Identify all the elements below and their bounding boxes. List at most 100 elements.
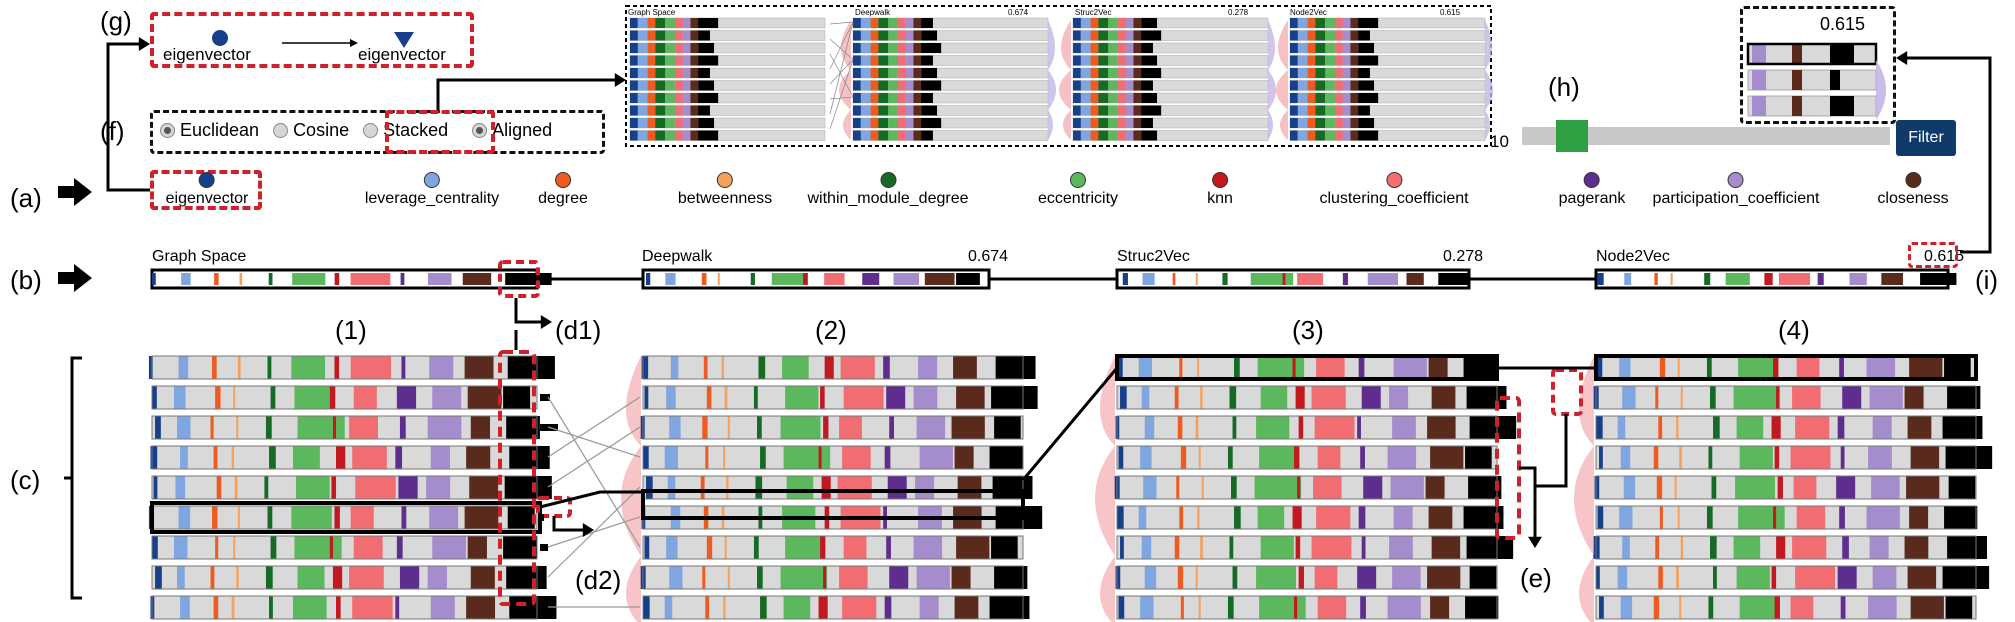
node-row xyxy=(642,385,1038,410)
glyph-segment xyxy=(1468,476,1502,499)
radio-euclidean[interactable]: Euclidean xyxy=(160,120,259,141)
glyph-segment xyxy=(1909,506,1929,529)
thumb-segment xyxy=(1090,93,1102,103)
glyph-segment xyxy=(429,356,454,379)
thumb-segment xyxy=(1334,93,1349,103)
node-row-border xyxy=(1595,535,1977,560)
glyph-segment xyxy=(1120,536,1124,559)
radio-stacked[interactable]: Stacked xyxy=(363,120,448,141)
glyph-segment xyxy=(1907,566,1937,589)
label-2: (2) xyxy=(815,315,847,345)
glyph-segment xyxy=(1179,506,1184,529)
legend-item-within-module-degree[interactable]: within_module_degree xyxy=(808,172,969,208)
thumb-segment xyxy=(690,130,701,141)
legend-item-leverage-centrality[interactable]: leverage_centrality xyxy=(365,172,499,208)
thumb-segment xyxy=(921,55,933,66)
thumb-segment xyxy=(665,130,679,141)
glyph-segment xyxy=(956,386,985,409)
glyph-segment xyxy=(1869,386,1903,409)
thumb-segment xyxy=(1290,118,1304,128)
thumb-segment xyxy=(1325,93,1339,103)
legend-item-closeness[interactable]: closeness xyxy=(1877,172,1949,208)
glyph-segment xyxy=(954,596,979,619)
thumb-segment xyxy=(1108,93,1118,103)
thumb-segment xyxy=(1098,130,1115,141)
glyph-segment xyxy=(213,446,218,469)
thumb-density-ridge xyxy=(1276,20,1288,140)
thumb-segment xyxy=(1315,93,1326,103)
glyph-segment xyxy=(350,506,374,529)
legend-item-knn[interactable]: knn xyxy=(1207,172,1233,208)
glyph-segment xyxy=(432,536,466,559)
glyph-segment xyxy=(721,356,724,379)
glyph-segment xyxy=(989,446,1023,469)
glyph-segment xyxy=(1180,596,1184,619)
range-slider-handle[interactable] xyxy=(1556,120,1588,152)
thumb-segment xyxy=(1108,18,1118,28)
glyph-segment xyxy=(724,386,728,409)
glyph-segment xyxy=(155,416,161,439)
node-row-border xyxy=(151,445,538,470)
label-b: (b) xyxy=(10,265,42,295)
thumb-segment xyxy=(1117,55,1129,66)
thumb-segment xyxy=(1334,118,1346,128)
filter-button[interactable]: Filter xyxy=(1896,120,1956,156)
legend-item-eccentricity[interactable]: eccentricity xyxy=(1038,172,1118,208)
glyph-segment xyxy=(1599,446,1603,469)
glyph-segment xyxy=(717,273,720,285)
radio-aligned[interactable]: Aligned xyxy=(472,120,552,141)
glyph-segment xyxy=(352,446,387,469)
d1-highlight xyxy=(498,350,536,606)
glyph-segment xyxy=(294,386,335,409)
thumb-segment xyxy=(698,43,715,53)
node-row-border xyxy=(151,415,538,440)
legend-item-clustering-coefficient[interactable]: clustering_coefficient xyxy=(1319,172,1469,208)
glyph-segment xyxy=(1790,596,1814,619)
legend-item-pagerank[interactable]: pagerank xyxy=(1559,172,1625,208)
thumb-segment xyxy=(674,18,689,28)
zoom-panel-content xyxy=(1746,42,1886,120)
thumb-segment xyxy=(921,68,938,78)
h-value: 10 xyxy=(1490,132,1509,151)
thumb-segment xyxy=(905,55,917,66)
thumb-segment xyxy=(1090,55,1102,66)
glyph-segment xyxy=(399,416,406,439)
glyph-segment xyxy=(509,596,557,619)
glyph-segment xyxy=(843,536,867,559)
legend-item-betweenness[interactable]: betweenness xyxy=(678,172,772,208)
thumb-segment xyxy=(1307,130,1321,141)
thumb-segment xyxy=(1358,118,1375,128)
glyph-segment xyxy=(430,596,455,619)
glyph-segment xyxy=(1195,416,1199,439)
node-row xyxy=(642,475,1033,500)
glyph-segment xyxy=(840,356,875,379)
glyph-segment xyxy=(724,536,727,559)
space-name-node2vec: Node2Vec xyxy=(1596,248,1670,265)
thumb-segment xyxy=(1350,55,1361,66)
thumb-segment xyxy=(1141,130,1158,141)
glyph-segment xyxy=(1796,506,1826,529)
thumb-segment xyxy=(674,43,686,53)
glyph-segment xyxy=(430,446,450,469)
thumb-segment xyxy=(1117,105,1132,116)
legend-item-participation-coefficient[interactable]: participation_coefficient xyxy=(1653,172,1819,208)
glyph-segment xyxy=(750,273,755,285)
glyph-segment xyxy=(1677,506,1680,529)
glyph-segment xyxy=(1313,476,1342,499)
zoom-row xyxy=(1747,43,1877,65)
range-slider-track[interactable] xyxy=(1522,127,1890,145)
node-row xyxy=(1595,355,1977,380)
glyph-segment xyxy=(1431,386,1456,409)
thumb-segment xyxy=(905,118,914,128)
legend-item-eigenvector[interactable]: eigenvector xyxy=(166,172,248,208)
glyph-segment xyxy=(780,416,821,439)
thumb-segment xyxy=(853,30,867,41)
thumb-segment xyxy=(1090,30,1104,41)
thumb-segment xyxy=(1297,30,1315,41)
thumb-segment xyxy=(860,68,871,78)
thumb-segment xyxy=(913,93,927,103)
radio-cosine[interactable]: Cosine xyxy=(273,120,349,141)
glyph-segment xyxy=(886,386,906,409)
thumb-segment xyxy=(647,30,656,41)
legend-item-degree[interactable]: degree xyxy=(538,172,588,208)
